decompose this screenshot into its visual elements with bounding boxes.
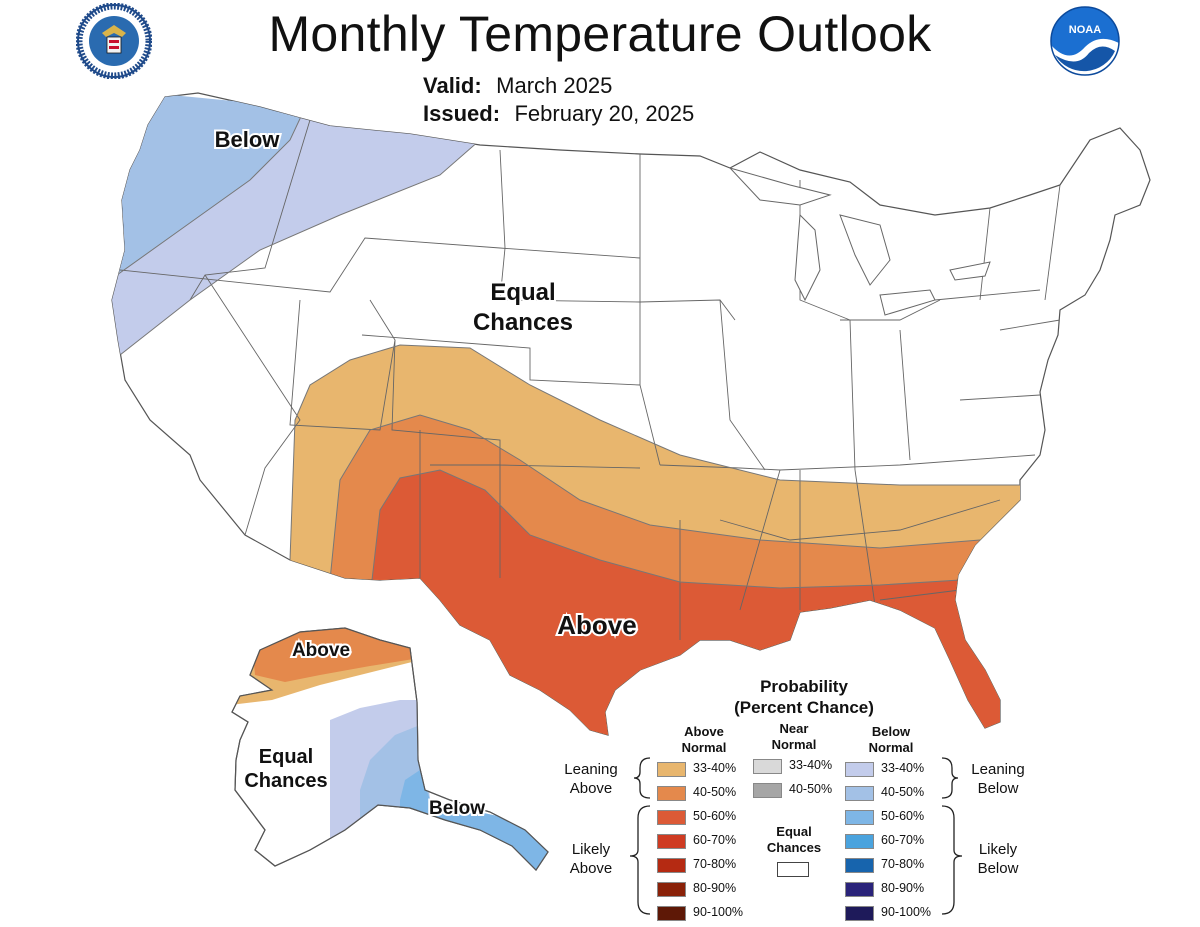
page-title: Monthly Temperature Outlook <box>268 6 932 62</box>
near-header-line-2: Normal <box>771 737 817 752</box>
equal-chances-label: Equal Chances <box>754 824 834 856</box>
above-bin-label: 50-60% <box>693 809 737 823</box>
legend-title-line-2: (Percent Chance) <box>734 698 874 717</box>
above-bin-swatch <box>657 762 686 777</box>
above-bin-swatch <box>657 882 686 897</box>
label-equal-conus-2: Chances <box>473 309 573 336</box>
equal-line-2: Chances <box>766 840 822 855</box>
above-bin-swatch <box>657 786 686 801</box>
near-header-line-1: Near <box>779 721 809 736</box>
issued-label: Issued: <box>423 101 501 126</box>
below-bin-label: 50-60% <box>881 809 925 823</box>
above-normal-header: Above Normal <box>664 724 744 756</box>
equal-chances-swatch <box>777 862 809 877</box>
above-bin-label: 33-40% <box>693 761 737 775</box>
leaning-below-line-1: Leaning <box>971 761 1025 778</box>
label-below-ak: Below <box>429 798 485 819</box>
valid-label: Valid: <box>423 73 482 98</box>
below-bin-swatch <box>845 882 874 897</box>
label-equal-ak-2: Chances <box>244 770 327 792</box>
above-header-line-1: Above <box>684 724 724 739</box>
likely-below-label: Likely Below <box>962 840 1034 878</box>
below-bin-label: 40-50% <box>881 785 925 799</box>
above-bin-swatch <box>657 834 686 849</box>
likely-below-line-1: Likely <box>978 841 1018 858</box>
equal-line-1: Equal <box>776 824 812 839</box>
leaning-below-line-2: Below <box>977 780 1019 797</box>
likely-above-line-2: Above <box>569 860 613 877</box>
label-equal-ak-1: Equal <box>259 746 313 768</box>
below-bin-label: 33-40% <box>881 761 925 775</box>
above-header-line-2: Normal <box>681 740 727 755</box>
near-bin-label: 40-50% <box>789 782 833 796</box>
legend-title: Probability (Percent Chance) <box>690 676 918 718</box>
below-header-line-1: Below <box>871 724 911 739</box>
below-bin-label: 90-100% <box>881 905 932 919</box>
below-bin-label: 80-90% <box>881 881 925 895</box>
below-header-line-2: Normal <box>868 740 914 755</box>
near-bin-label: 33-40% <box>789 758 833 772</box>
below-bin-swatch <box>845 834 874 849</box>
above-bin-label: 80-90% <box>693 881 737 895</box>
commerce-seal-logo <box>76 3 152 79</box>
issued-value: February 20, 2025 <box>514 101 695 126</box>
valid-value: March 2025 <box>496 73 613 98</box>
label-below-nw: Below <box>215 127 281 152</box>
below-bin-swatch <box>845 786 874 801</box>
issued-line: Issued: February 20, 2025 <box>423 101 694 127</box>
likely-above-line-1: Likely <box>571 841 611 858</box>
above-bin-swatch <box>657 810 686 825</box>
above-bin-label: 90-100% <box>693 905 744 919</box>
leaning-above-label: Leaning Above <box>555 760 627 798</box>
noaa-logo: NOAA <box>1050 6 1120 77</box>
above-bin-swatch <box>657 906 686 921</box>
label-above-ak: Above <box>292 640 350 661</box>
below-bin-swatch <box>845 858 874 873</box>
legend-title-line-1: Probability <box>760 677 848 696</box>
noaa-logo-text: NOAA <box>1069 24 1101 36</box>
below-bin-swatch <box>845 762 874 777</box>
below-bin-swatch <box>845 906 874 921</box>
below-bin-label: 70-80% <box>881 857 925 871</box>
near-bin-swatch <box>753 783 782 798</box>
below-bin-label: 60-70% <box>881 833 925 847</box>
below-normal-header: Below Normal <box>851 724 931 756</box>
below-bin-swatch <box>845 810 874 825</box>
leaning-above-line-2: Above <box>569 780 613 797</box>
leaning-above-line-1: Leaning <box>564 761 618 778</box>
above-bin-label: 60-70% <box>693 833 737 847</box>
valid-line: Valid: March 2025 <box>423 73 612 99</box>
label-above-south: Above <box>557 610 636 640</box>
above-bin-label: 70-80% <box>693 857 737 871</box>
near-normal-header: Near Normal <box>754 721 834 753</box>
likely-above-label: Likely Above <box>555 840 627 878</box>
label-equal-conus-1: Equal <box>490 279 555 306</box>
near-bin-swatch <box>753 759 782 774</box>
leaning-below-label: Leaning Below <box>962 760 1034 798</box>
above-bin-swatch <box>657 858 686 873</box>
above-bin-label: 40-50% <box>693 785 737 799</box>
likely-below-line-2: Below <box>977 860 1019 877</box>
